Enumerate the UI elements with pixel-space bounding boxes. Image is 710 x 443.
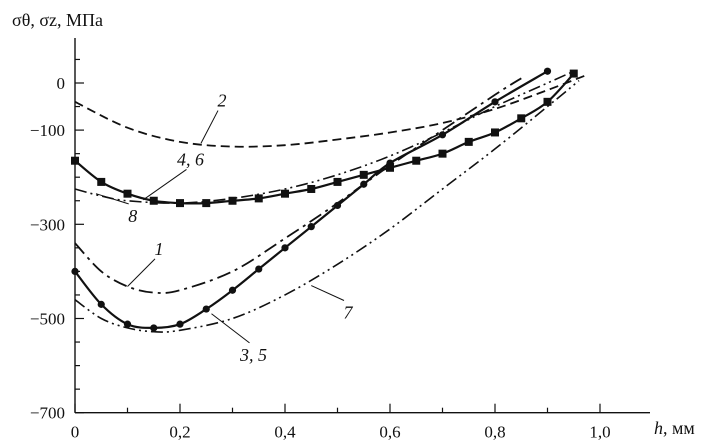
curve-label-5: 7 [344, 303, 354, 323]
circle-marker [123, 320, 132, 328]
square-marker [491, 128, 499, 137]
circle-marker [202, 305, 210, 313]
circle-marker [71, 267, 79, 275]
x-axis-label-unit: , мм [663, 418, 695, 438]
circle-marker [543, 67, 552, 75]
curve-leader-5 [311, 285, 345, 301]
circle-marker [281, 244, 289, 252]
y-tick-label-1: −100 [30, 121, 65, 140]
square-marker [543, 97, 552, 106]
circle-marker [176, 320, 184, 328]
circle-marker [491, 98, 499, 106]
circle-marker [360, 180, 368, 188]
curve-leader-0 [200, 110, 219, 144]
circle-marker [438, 131, 447, 139]
circle-marker [307, 223, 315, 231]
square-marker [359, 170, 368, 179]
square-marker [307, 184, 316, 193]
curve-3-5 [74, 70, 549, 330]
tick-marks [74, 58, 601, 414]
x-tick-label-2: 0,4 [274, 423, 296, 442]
x-axis-label-var: h [654, 418, 663, 438]
x-axis-label: h, мм [654, 418, 695, 438]
curve-2 [74, 75, 585, 148]
square-marker [386, 163, 394, 172]
curve-label-1: 4, 6 [177, 149, 204, 169]
circle-marker [333, 201, 342, 210]
y-axis-label: σθ, σz, МПа [12, 10, 103, 30]
curve-label-0: 2 [218, 91, 227, 111]
square-marker [71, 156, 79, 165]
curve-label-2: 8 [128, 206, 137, 226]
square-marker [254, 194, 263, 203]
square-marker [569, 69, 578, 78]
square-marker [123, 189, 132, 198]
circle-marker [228, 286, 237, 294]
square-marker [149, 196, 158, 205]
curve-7 [74, 79, 580, 333]
tick-labels: 0 −100 −300 −500 −700 0 0,2 0,4 0,6 0,8 1,0 [30, 74, 611, 442]
x-tick-label-5: 1,0 [589, 423, 610, 442]
curve-8 [74, 70, 575, 204]
y-tick-label-0: 0 [57, 74, 66, 93]
curve-label-3: 1 [155, 239, 164, 259]
curve-leader-2 [95, 193, 129, 205]
x-tick-label-4: 0,8 [484, 423, 505, 442]
circle-marker [150, 324, 158, 332]
curve-1 [74, 77, 522, 294]
y-tick-label-4: −700 [30, 404, 65, 423]
square-marker [464, 137, 473, 146]
square-marker [97, 177, 106, 186]
square-marker [517, 114, 526, 123]
axes [74, 38, 650, 414]
curve-leader-4 [211, 313, 250, 344]
circle-marker [97, 300, 105, 308]
square-marker [412, 156, 421, 165]
x-tick-label-3: 0,6 [379, 423, 400, 442]
curve-labels: 2 4, 6 81 3, 5 7 [95, 91, 354, 365]
square-marker [438, 149, 447, 158]
square-marker [202, 199, 211, 208]
square-marker [281, 189, 289, 198]
markers [71, 67, 578, 332]
curve-label-4: 3, 5 [239, 345, 267, 365]
square-marker [228, 196, 237, 205]
curve-leader-3 [127, 258, 156, 287]
square-marker [176, 199, 184, 208]
square-marker [333, 177, 342, 186]
curve-leader-1 [142, 169, 187, 201]
x-tick-label-0: 0 [71, 423, 80, 442]
x-tick-label-1: 0,2 [169, 423, 190, 442]
circle-marker [255, 265, 263, 273]
y-tick-label-2: −300 [30, 215, 65, 234]
y-tick-label-3: −500 [30, 310, 65, 329]
